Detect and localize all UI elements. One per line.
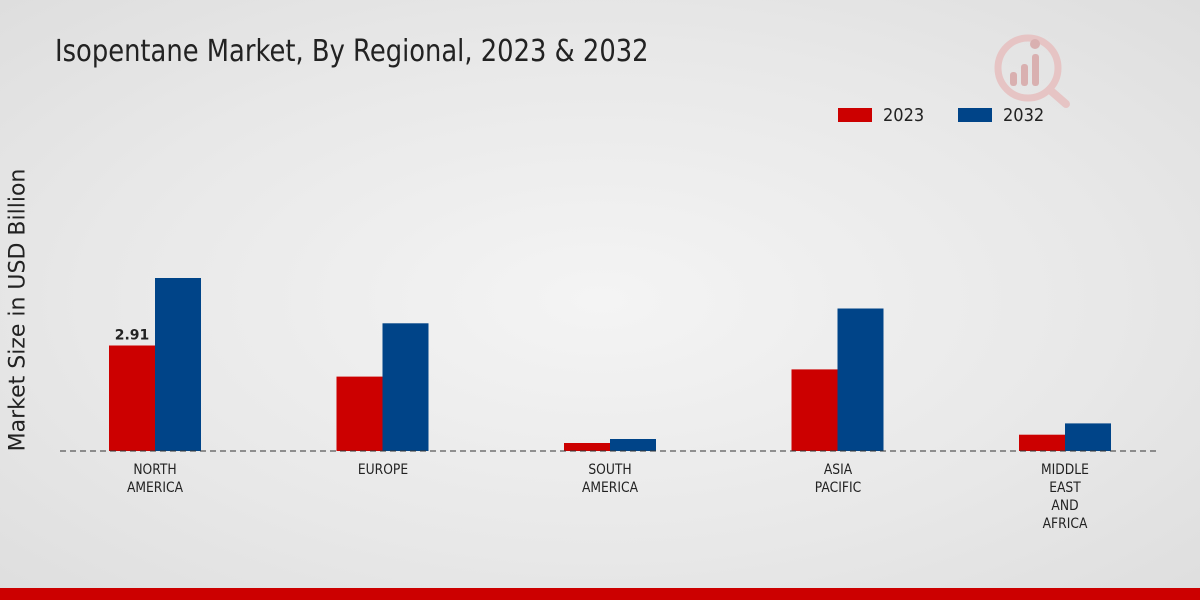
bar-2032-north-america[interactable]: [155, 278, 201, 451]
x-tick-label: SOUTH AMERICA: [557, 461, 663, 497]
legend-item-2032[interactable]: 2032: [958, 103, 1049, 127]
bar-2032-europe[interactable]: [382, 323, 429, 451]
bar-2032-south-america[interactable]: [610, 439, 656, 451]
x-tick-label-line: EUROPE: [357, 462, 408, 478]
footer-bar: [0, 588, 1200, 600]
legend-label-2032: 2032: [1003, 104, 1045, 126]
bar-2032-asia-pacific[interactable]: [837, 308, 884, 452]
legend-item-2023[interactable]: 2023: [838, 103, 929, 127]
x-tick-label-line: AFRICA: [1042, 516, 1088, 532]
x-tick-label: NORTH AMERICA: [102, 461, 208, 497]
x-tick-label-line: MIDDLE: [1041, 462, 1089, 478]
x-tick-label-line: AMERICA: [126, 480, 184, 496]
x-tick-label-line: AMERICA: [581, 480, 639, 496]
x-tick-label-line: NORTH: [133, 462, 177, 478]
brand-logo-icon: [994, 34, 1070, 108]
x-tick-label-line: SOUTH: [588, 462, 632, 478]
chart-title: Isopentane Market, By Regional, 2023 & 2…: [55, 34, 649, 69]
x-tick-label-line: EAST: [1049, 480, 1081, 496]
x-tick-label: ASIA PACIFIC: [785, 461, 891, 497]
legend-label-2023: 2023: [883, 104, 925, 126]
bar-2023-south-america[interactable]: [564, 443, 610, 451]
x-tick-label: MIDDLE EAST AND AFRICA: [1012, 461, 1118, 533]
bar-2023-north-america[interactable]: [109, 345, 155, 452]
x-tick-label-line: PACIFIC: [814, 480, 861, 496]
data-label: 2.91: [115, 327, 150, 343]
bar-2023-middle-east-and-africa[interactable]: [1019, 434, 1065, 451]
legend-swatch-2032: [958, 108, 992, 122]
x-tick-label-line: AND: [1051, 498, 1079, 514]
x-tick-label: EUROPE: [330, 461, 436, 479]
bar-2032-middle-east-and-africa[interactable]: [1065, 423, 1111, 451]
x-tick-label-line: ASIA: [823, 462, 852, 478]
bar-2023-europe[interactable]: [336, 376, 383, 451]
bar-2023-asia-pacific[interactable]: [791, 369, 838, 451]
legend-swatch-2023: [838, 108, 872, 122]
